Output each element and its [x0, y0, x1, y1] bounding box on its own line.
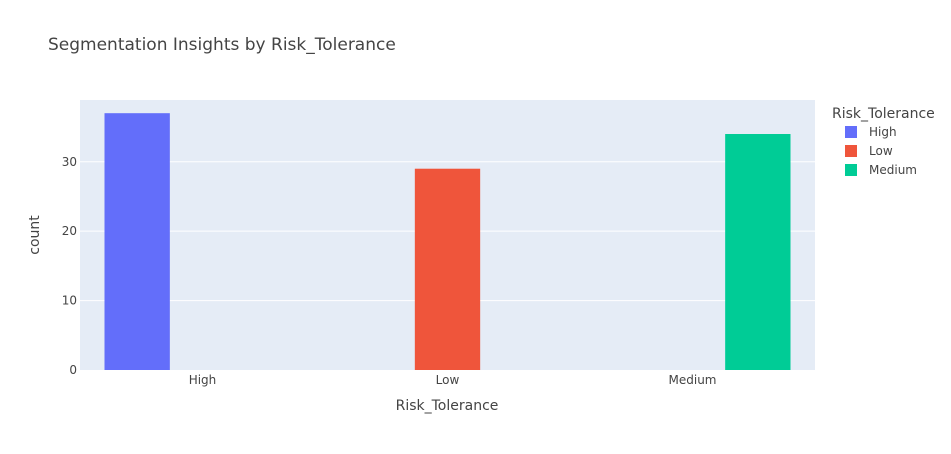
legend-item-medium[interactable]: Medium — [845, 163, 917, 177]
y-tick-label: 20 — [62, 224, 77, 238]
bar-high[interactable] — [104, 113, 170, 371]
bar-low[interactable] — [414, 168, 481, 370]
x-axis-ticks: High Low Medium — [189, 373, 717, 387]
y-tick-label: 10 — [62, 294, 77, 308]
bars — [104, 113, 791, 371]
legend-swatch — [845, 126, 857, 138]
legend-swatch — [845, 145, 857, 157]
legend-label: High — [869, 125, 897, 139]
x-tick-label: Low — [436, 373, 460, 387]
x-axis-label: Risk_Tolerance — [396, 398, 499, 414]
x-tick-label: High — [189, 373, 217, 387]
x-tick-label: Medium — [669, 373, 717, 387]
legend-item-low[interactable]: Low — [845, 144, 893, 158]
legend-label: Low — [869, 144, 893, 158]
y-axis-ticks: 0 10 20 30 — [62, 155, 77, 377]
legend: Risk_Tolerance High Low Medium — [832, 106, 935, 177]
y-axis-label: count — [27, 215, 43, 255]
y-tick-label: 0 — [69, 363, 77, 377]
legend-swatch — [845, 164, 857, 176]
legend-title: Risk_Tolerance — [832, 106, 935, 122]
legend-item-high[interactable]: High — [845, 125, 897, 139]
chart-title: Segmentation Insights by Risk_Tolerance — [48, 35, 396, 55]
bar-medium[interactable] — [725, 134, 791, 370]
legend-label: Medium — [869, 163, 917, 177]
y-tick-label: 30 — [62, 155, 77, 169]
